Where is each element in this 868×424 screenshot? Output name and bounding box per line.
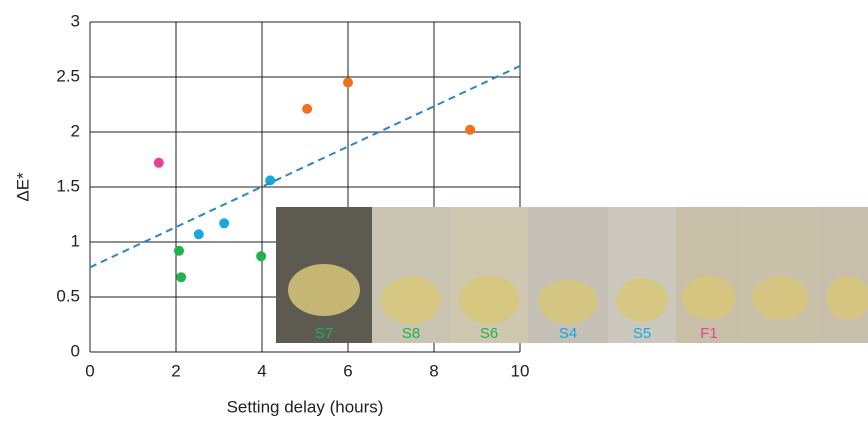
y-axis-label: ΔE* — [13, 172, 32, 202]
scatter-point — [302, 103, 313, 114]
x-tick-label: 8 — [429, 361, 438, 380]
scatter-point — [174, 245, 185, 256]
photo — [742, 207, 818, 343]
scatter-point — [153, 157, 164, 168]
photo — [676, 207, 742, 343]
photo-label: S6 — [480, 325, 498, 342]
y-tick-label: 1 — [71, 231, 80, 250]
x-tick-label: 6 — [343, 361, 352, 380]
scatter-point — [193, 229, 204, 240]
scatter-point — [219, 218, 230, 229]
photo-label: S7 — [315, 325, 333, 342]
photo-label: S5 — [633, 325, 651, 342]
scatter-point — [265, 175, 276, 186]
scatter-point — [465, 124, 476, 135]
photo — [608, 207, 676, 343]
x-tick-label: 2 — [171, 361, 180, 380]
x-axis-label: Setting delay (hours) — [227, 397, 384, 416]
x-tick-label: 0 — [85, 361, 94, 380]
scatter-point — [176, 272, 187, 283]
y-tick-label: 0.5 — [56, 286, 80, 305]
y-tick-label: 3 — [71, 11, 80, 30]
photo-label: S8 — [402, 325, 420, 342]
x-tick-label: 10 — [511, 361, 530, 380]
y-tick-label: 2.5 — [56, 66, 80, 85]
x-tick-label: 4 — [257, 361, 266, 380]
photo-label: S4 — [559, 325, 577, 342]
y-tick-label: 0 — [71, 341, 80, 360]
photo-strip — [276, 207, 868, 343]
photo-label: F1 — [700, 325, 718, 342]
y-tick-label: 1.5 — [56, 176, 80, 195]
scatter-point — [343, 77, 353, 88]
photo — [818, 207, 868, 343]
y-tick-label: 2 — [71, 121, 80, 140]
scatter-point — [256, 251, 267, 262]
